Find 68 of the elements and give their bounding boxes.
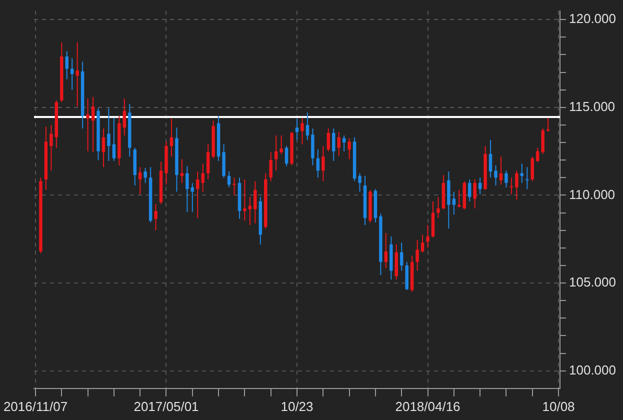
x-tick-label: 10/23 xyxy=(280,398,314,414)
candlestick xyxy=(478,177,482,195)
candlestick xyxy=(222,144,226,178)
candlestick xyxy=(284,146,288,167)
candlestick xyxy=(144,167,147,184)
x-tick-label: 2016/11/07 xyxy=(3,398,68,414)
candlestick xyxy=(541,128,544,154)
candlestick xyxy=(536,147,540,162)
candlestick xyxy=(510,177,514,195)
candlestick xyxy=(546,117,550,132)
candlestick xyxy=(494,164,498,186)
candlestick xyxy=(243,178,246,222)
candlestick xyxy=(420,234,424,253)
candlestick xyxy=(316,149,320,178)
x-tick-label: 10/08 xyxy=(542,398,575,414)
candlestick xyxy=(311,128,314,166)
candlestick xyxy=(86,98,90,152)
y-tick-label: 110.000 xyxy=(569,186,616,202)
y-tick-label: 120.000 xyxy=(569,11,616,26)
candlestick xyxy=(76,42,79,108)
candlestick xyxy=(138,166,142,195)
candlestick xyxy=(232,177,236,196)
candlestick xyxy=(515,170,518,200)
candlestick xyxy=(50,124,53,172)
candlestick xyxy=(526,166,529,190)
candlestick xyxy=(107,108,110,162)
candlestick xyxy=(91,96,95,153)
candlestick xyxy=(112,117,116,162)
candlestick xyxy=(348,138,351,160)
candlestick xyxy=(473,178,476,209)
y-tick-label: 105.000 xyxy=(569,274,616,290)
candlestick xyxy=(300,117,304,145)
candlestick xyxy=(269,152,272,182)
candlestick xyxy=(326,128,330,152)
candlestick xyxy=(337,131,340,156)
y-tick-label: 115.000 xyxy=(569,98,616,114)
candlestick xyxy=(358,172,362,192)
candlestick xyxy=(436,196,440,219)
candlestick xyxy=(65,50,68,80)
candlestick xyxy=(122,98,126,136)
candlestick xyxy=(394,244,398,280)
candlestick xyxy=(468,178,472,202)
candlestick xyxy=(405,261,408,291)
candlestick xyxy=(452,191,456,216)
candlestick xyxy=(504,170,508,188)
candlestick xyxy=(488,139,492,178)
candlestick xyxy=(295,118,299,140)
candlestick xyxy=(384,232,388,269)
candlestick xyxy=(332,128,336,162)
candlestick xyxy=(154,203,158,231)
candlestick xyxy=(400,242,404,272)
x-tick-label: 2018/04/16 xyxy=(395,398,460,414)
candlestick xyxy=(426,224,430,248)
candlestick xyxy=(342,134,346,152)
candlestick xyxy=(322,146,325,182)
candlestick xyxy=(280,134,283,154)
candlestick xyxy=(248,196,252,226)
x-tick-label: 2017/05/01 xyxy=(134,398,199,414)
candlestick xyxy=(499,156,503,186)
candlestick xyxy=(186,166,189,212)
candlestick xyxy=(431,200,435,238)
candlestick xyxy=(530,156,534,182)
candlestick xyxy=(206,144,210,180)
candlestick xyxy=(416,239,419,272)
candlestick xyxy=(254,180,257,224)
candlestick xyxy=(306,112,310,140)
y-tick-label: 100.000 xyxy=(569,362,616,378)
candlestick xyxy=(102,128,106,168)
